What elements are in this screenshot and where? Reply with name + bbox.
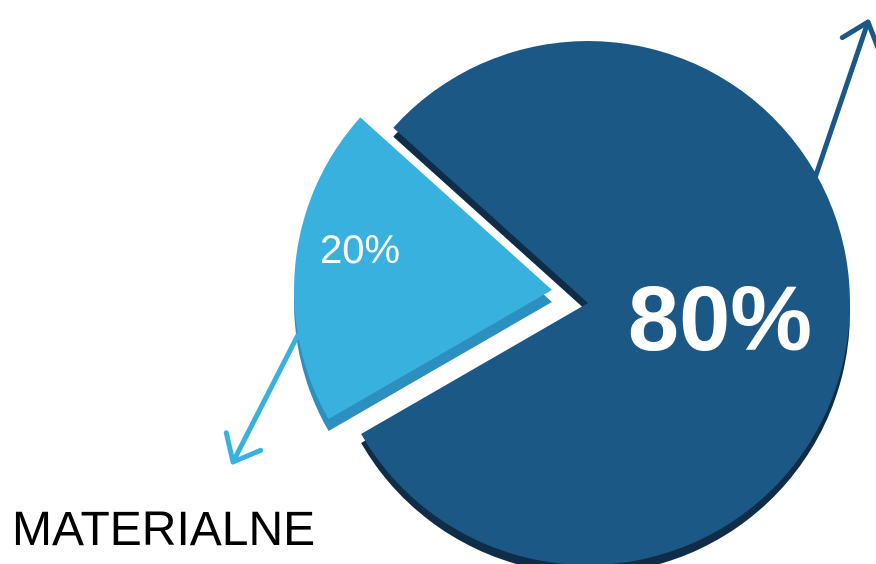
arrow-80 <box>812 19 876 181</box>
pie-slice-80 <box>361 41 851 564</box>
annotation-materialne: MATERIALNE <box>12 503 315 556</box>
slices-layer <box>294 41 851 564</box>
slice-label-80: 80% <box>628 268 812 370</box>
slice-label-20: 20% <box>320 228 400 272</box>
pie-slice-20 <box>294 117 552 420</box>
arrow-20 <box>223 332 301 465</box>
arrows-layer <box>223 19 876 465</box>
